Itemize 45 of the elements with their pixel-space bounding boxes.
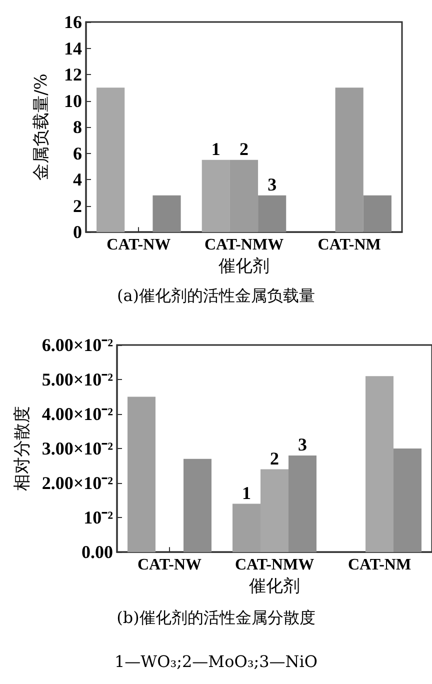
bar xyxy=(152,195,181,232)
y-tick-label: 6.00×10⁻² xyxy=(42,335,113,355)
y-tick-label: 4.00×10⁻² xyxy=(42,404,113,424)
bar xyxy=(96,88,125,232)
x-tick-label: CAT-NM xyxy=(348,556,412,574)
text: (a)催化剂的活性金属负载量 xyxy=(116,286,316,307)
y-tick-label: 14 xyxy=(64,38,82,58)
bar xyxy=(258,195,286,232)
text: (b)催化剂的活性金属分散度 xyxy=(116,608,316,629)
y-axis-title: 相对分散度 xyxy=(12,406,32,492)
y-tick-label: 10⁻² xyxy=(84,508,113,528)
bar xyxy=(366,376,394,552)
bar xyxy=(184,458,212,552)
bar xyxy=(335,88,364,232)
series-label: 3 xyxy=(298,434,307,454)
x-tick-label: CAT-NM xyxy=(318,236,381,254)
bar xyxy=(363,195,392,232)
series-label: 2 xyxy=(270,448,279,468)
y-tick-label: 4 xyxy=(73,170,82,190)
y-tick-label: 5.00×10⁻² xyxy=(42,370,113,390)
series-label: 3 xyxy=(268,174,277,194)
y-tick-label: 6 xyxy=(73,143,82,164)
bar xyxy=(394,448,422,552)
x-tick-label: CAT-NW xyxy=(106,236,171,254)
y-tick-label: 8 xyxy=(73,117,82,138)
y-tick-label: 2.00×10⁻² xyxy=(42,473,113,494)
series-label: 2 xyxy=(240,138,248,159)
x-tick-label: CAT-NW xyxy=(137,556,202,574)
y-tick-label: 2 xyxy=(73,196,82,216)
x-axis-title: 催化剂 xyxy=(218,256,270,276)
y-axis-title: 金属负载量/% xyxy=(32,74,52,180)
bar xyxy=(288,455,316,552)
y-tick-label: 0.00 xyxy=(82,542,113,562)
series-label: 1 xyxy=(242,482,251,503)
y-tick-label: 16 xyxy=(64,12,82,32)
text: 1—WO₃;2—MoO₃;3—NiO xyxy=(113,652,319,671)
bar xyxy=(128,396,156,552)
x-axis-title: 催化剂 xyxy=(249,576,300,596)
series-label: 1 xyxy=(211,138,220,159)
x-tick-label: CAT-NMW xyxy=(204,236,284,254)
y-tick-label: 10 xyxy=(64,90,82,111)
y-tick-label: 12 xyxy=(64,64,82,85)
y-tick-label: 3.00×10⁻² xyxy=(42,438,113,459)
x-tick-label: CAT-NMW xyxy=(234,556,314,574)
y-tick-label: 0 xyxy=(73,222,82,242)
